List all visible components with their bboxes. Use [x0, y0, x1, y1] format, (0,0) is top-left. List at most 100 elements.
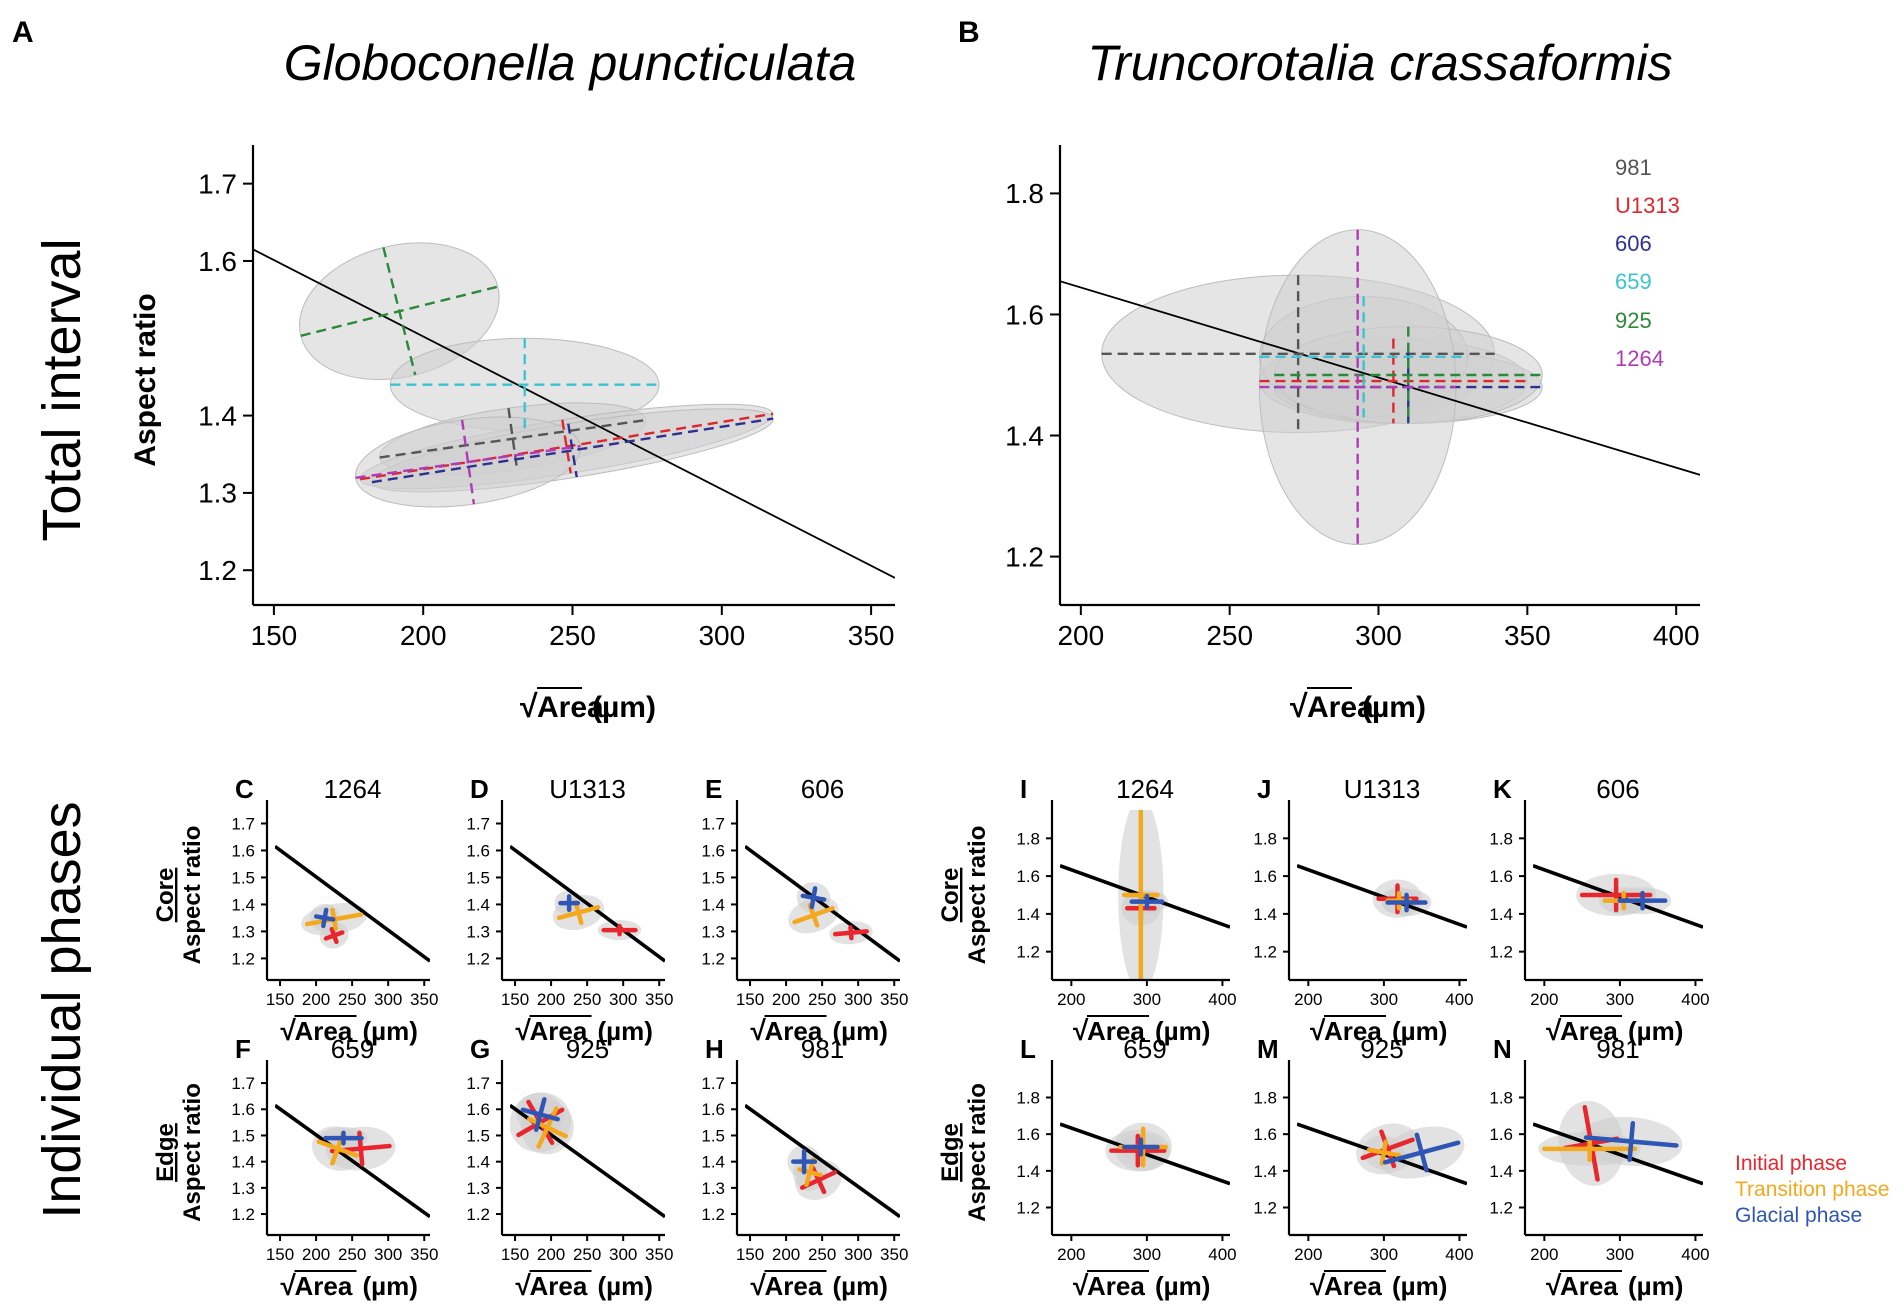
- plot-area-n: [1533, 1100, 1703, 1186]
- phase-cross-v: [329, 926, 339, 945]
- y-tick-label: 1.6: [1489, 1125, 1513, 1144]
- y-tick-label: 1.6: [1253, 867, 1277, 886]
- svg-text:Area: Area: [1087, 1271, 1145, 1301]
- legend-659: 659: [1615, 269, 1652, 294]
- x-tick-label: 300: [844, 1245, 872, 1264]
- x-tick-label: 200: [1294, 990, 1322, 1009]
- plot-area-g: [510, 1092, 665, 1219]
- x-tick-label: 350: [848, 620, 895, 651]
- y-tick-label: 1.8: [1005, 178, 1044, 209]
- regression-line: [275, 1103, 430, 1219]
- y-tick-label: 1.6: [231, 1100, 255, 1119]
- small-xlabel: √Area (µm): [751, 1015, 888, 1046]
- x-tick-label: 200: [302, 1245, 330, 1264]
- x-tick-label: 200: [400, 620, 447, 651]
- small-ylabel: Aspect ratio: [964, 826, 991, 965]
- y-tick-label: 1.2: [466, 949, 490, 968]
- x-tick-label: 400: [1681, 990, 1709, 1009]
- group-label-edge: Edge: [937, 1123, 964, 1182]
- x-tick-label: 400: [1445, 1245, 1473, 1264]
- x-tick-label: 300: [609, 990, 637, 1009]
- svg-text:√: √: [1073, 1270, 1089, 1301]
- phase-cross-v: [533, 1097, 547, 1132]
- y-tick-label: 1.7: [701, 814, 725, 833]
- small-xlabel: √Area (µm): [516, 1015, 653, 1046]
- x-tick-label: 400: [1653, 620, 1700, 651]
- axis-minor-606: [567, 423, 578, 478]
- regression-line: [1060, 280, 1700, 476]
- x-tick-label: 150: [251, 620, 298, 651]
- panel-site-label: U1313: [549, 774, 626, 804]
- svg-text:Area: Area: [1324, 1271, 1382, 1301]
- phase-cross-v: [321, 907, 329, 929]
- legend-1264: 1264: [1615, 346, 1664, 371]
- svg-text:√: √: [1546, 1270, 1562, 1301]
- x-tick-label: 300: [698, 620, 745, 651]
- small-xlabel: √Area (µm): [751, 1270, 888, 1301]
- y-tick-label: 1.3: [231, 1179, 255, 1198]
- plot-area-e: [745, 844, 900, 963]
- panel-site-label: 606: [801, 774, 844, 804]
- small-xlabel: √Area (µm): [1546, 1015, 1683, 1046]
- x-tick-label: 300: [1370, 1245, 1398, 1264]
- axis-minor-1264: [460, 419, 476, 505]
- axis-major-606: [371, 417, 774, 484]
- x-tick-label: 350: [645, 1245, 673, 1264]
- small-xlabel: √Area (µm): [1546, 1270, 1683, 1301]
- y-tick-label: 1.8: [1016, 1088, 1040, 1107]
- y-tick-label: 1.4: [1253, 905, 1277, 924]
- panel-site-label: U1313: [1344, 774, 1421, 804]
- x-tick-label: 200: [1294, 1245, 1322, 1264]
- svg-text:Area: Area: [537, 691, 604, 724]
- x-tick-label: 200: [772, 990, 800, 1009]
- y-tick-label: 1.2: [1016, 943, 1040, 962]
- svg-text:Area: Area: [530, 1271, 588, 1301]
- x-tick-label: 200: [537, 990, 565, 1009]
- legend-initial: Initial phase: [1735, 1152, 1847, 1175]
- panel-letter-e: E: [705, 774, 722, 804]
- small-xlabel: √Area (µm): [281, 1270, 418, 1301]
- y-tick-label: 1.7: [701, 1074, 725, 1093]
- phase-cross-v: [573, 899, 584, 926]
- y-tick-label: 1.7: [231, 1074, 255, 1093]
- y-tick-label: 1.2: [231, 1205, 255, 1224]
- panel-letter-n: N: [1493, 1034, 1512, 1064]
- y-tick-label: 1.4: [466, 895, 490, 914]
- y-tick-label: 1.3: [701, 922, 725, 941]
- panel-b-title: Truncorotalia crassaformis: [1087, 35, 1672, 91]
- phase-cross-v: [848, 925, 854, 941]
- svg-text:(µm): (µm): [1392, 1271, 1447, 1301]
- y-tick-label: 1.8: [1489, 829, 1513, 848]
- x-tick-label: 300: [1355, 620, 1402, 651]
- y-tick-label: 1.7: [466, 814, 490, 833]
- y-tick-label: 1.2: [1489, 1198, 1513, 1217]
- panel-site-label: 659: [1123, 1034, 1166, 1064]
- axis-major-981: [379, 418, 647, 459]
- legend-606: 606: [1615, 231, 1652, 256]
- x-tick-label: 150: [266, 1245, 294, 1264]
- svg-text:(µm): (µm): [592, 691, 656, 724]
- x-tick-label: 200: [302, 990, 330, 1009]
- axis-minor-925: [382, 247, 417, 376]
- regression-line: [745, 844, 900, 963]
- y-tick-label: 1.2: [1489, 943, 1513, 962]
- y-tick-label: 1.2: [198, 555, 237, 586]
- svg-text:√: √: [751, 1270, 767, 1301]
- x-tick-label: 300: [844, 990, 872, 1009]
- y-tick-label: 1.3: [466, 922, 490, 941]
- svg-text:(µm): (µm): [1628, 1016, 1683, 1046]
- svg-text:Area: Area: [765, 1016, 823, 1046]
- small-xlabel: √Area (µm): [1310, 1270, 1447, 1301]
- x-tick-label: 150: [501, 990, 529, 1009]
- x-tick-label: 250: [808, 1245, 836, 1264]
- y-tick-label: 1.6: [466, 841, 490, 860]
- small-xlabel: √Area (µm): [1310, 1015, 1447, 1046]
- group-label-core: Core: [152, 868, 179, 923]
- y-tick-label: 1.8: [1253, 1088, 1277, 1107]
- panel-letter-m: M: [1257, 1034, 1279, 1064]
- panel-letter-b: B: [958, 16, 980, 49]
- legend-glacial: Glacial phase: [1735, 1204, 1862, 1227]
- regression-line: [745, 1103, 900, 1219]
- y-tick-label: 1.5: [231, 868, 255, 887]
- panel-letter-h: H: [705, 1034, 724, 1064]
